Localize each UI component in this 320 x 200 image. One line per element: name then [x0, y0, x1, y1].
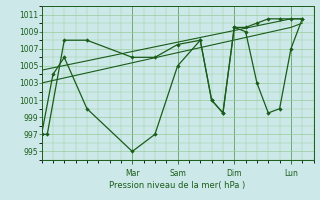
- X-axis label: Pression niveau de la mer( hPa ): Pression niveau de la mer( hPa ): [109, 181, 246, 190]
